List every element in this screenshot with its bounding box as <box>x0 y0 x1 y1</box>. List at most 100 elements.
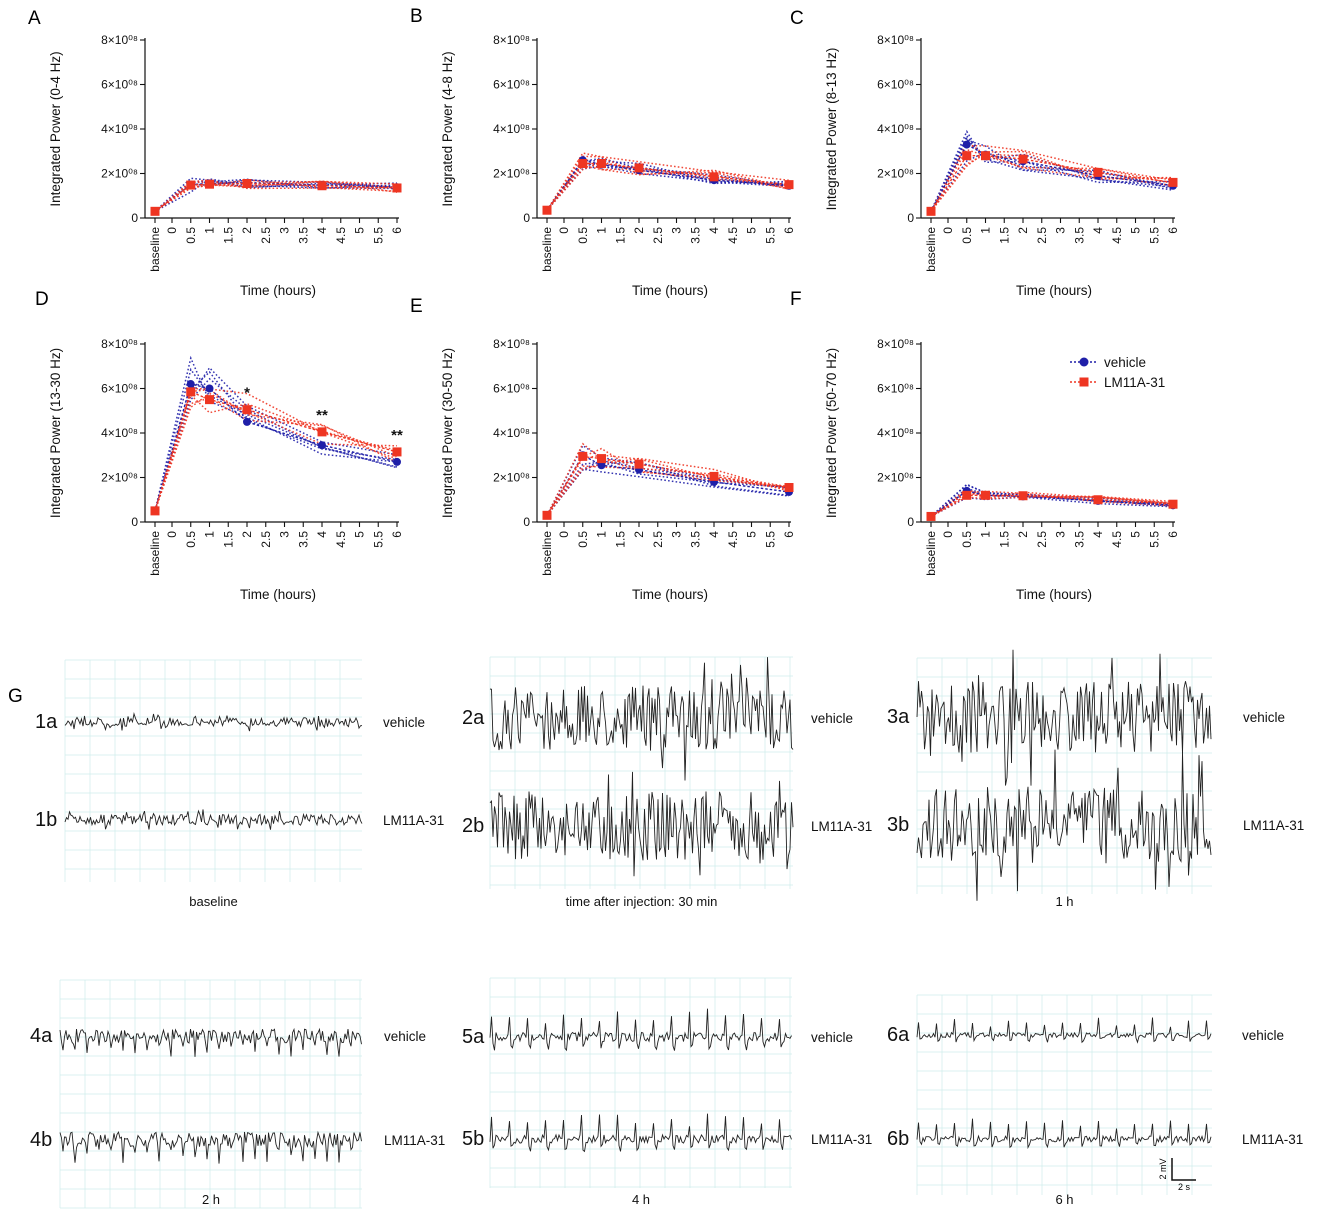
point-lm11a31 <box>578 451 588 461</box>
x-tick-label: 0.5 <box>576 227 590 244</box>
y-axis-title: Integrated Power (30-50 Hz) <box>440 348 455 518</box>
point-lm11a31 <box>242 179 252 189</box>
panel-letter-e: E <box>410 296 423 317</box>
individual-trace <box>930 490 1174 518</box>
x-axis-title: Time (hours) <box>240 587 316 602</box>
series-line-vehicle <box>154 383 398 512</box>
x-tick-label: 0.5 <box>576 531 590 548</box>
x-tick-label: 4.5 <box>1110 531 1124 548</box>
series-line-lm11a31 <box>154 390 398 512</box>
time-caption: time after injection: 30 min <box>566 894 718 909</box>
individual-trace <box>930 129 1174 212</box>
y-tick-label: 4×10⁰⁸ <box>877 122 914 136</box>
individual-trace <box>930 144 1174 212</box>
trace-label-vehicle: vehicle <box>1242 1028 1284 1043</box>
trace-id-a: 1a <box>35 711 58 733</box>
significance-mark: ** <box>316 407 328 424</box>
trace-id-a: 5a <box>462 1026 485 1048</box>
point-lm11a31 <box>242 405 252 415</box>
eeg-panel-3: 3a 3b vehicle LM11A-31 1 h <box>887 649 1304 909</box>
point-lm11a31 <box>784 483 794 493</box>
x-tick-label: 0.5 <box>184 531 198 548</box>
trace-label-lm11a31: LM11A-31 <box>1243 818 1304 833</box>
point-lm11a31 <box>962 490 972 500</box>
x-tick-label: 0.5 <box>960 227 974 244</box>
point-lm11a31 <box>1093 495 1103 505</box>
individual-trace <box>546 459 790 516</box>
x-tick-label: 1.5 <box>221 227 235 244</box>
x-tick-label: 1 <box>203 531 217 538</box>
point-lm11a31 <box>150 506 160 516</box>
y-tick-label: 2×10⁰⁸ <box>493 167 530 181</box>
individual-trace <box>154 355 398 512</box>
point-lm11a31 <box>186 387 196 397</box>
point-lm11a31 <box>542 205 552 215</box>
individual-trace <box>546 461 790 516</box>
scale-bar-lines <box>1171 1158 1196 1181</box>
point-lm11a31 <box>392 183 402 193</box>
x-tick-label: 2.5 <box>259 531 273 548</box>
point-lm11a31 <box>205 395 214 405</box>
point-vehicle <box>205 384 214 393</box>
eeg-trace-1a <box>64 712 363 732</box>
scale-bar-voltage: 2 mV <box>1158 1158 1168 1179</box>
x-tick-label: 4 <box>707 531 721 538</box>
trace-id-b: 6b <box>887 1128 909 1150</box>
significance-mark: * <box>244 385 250 402</box>
x-tick-label: 4 <box>315 227 329 234</box>
eeg-grid <box>489 977 792 1188</box>
x-tick-label: 5 <box>745 531 759 538</box>
point-lm11a31 <box>186 180 196 190</box>
panel-letter-g: G <box>8 686 23 707</box>
individual-trace <box>930 487 1174 517</box>
x-tick-label: 3.5 <box>688 227 702 244</box>
legend-vehicle-label: vehicle <box>1104 355 1146 370</box>
eeg-traces: 1a 1b vehicle LM11A-31 baseline 2a 2b vehicle LM… <box>30 649 1304 1209</box>
x-tick-label: 1.5 <box>997 227 1011 244</box>
eeg-trace-3a <box>916 649 1212 786</box>
y-tick-label: 0 <box>907 211 914 225</box>
point-vehicle <box>186 380 195 389</box>
x-tick-label: 4.5 <box>1110 227 1124 244</box>
individual-trace <box>546 159 790 211</box>
x-tick-label: 5 <box>353 531 367 538</box>
y-tick-label: 2×10⁰⁸ <box>877 167 914 181</box>
individual-trace <box>154 393 398 512</box>
individual-trace <box>930 134 1174 212</box>
x-tick-label: 5 <box>745 227 759 234</box>
point-lm11a31 <box>634 163 644 173</box>
eeg-panel-4: 4a 4b vehicle LM11A-31 2 h <box>30 979 445 1209</box>
x-tick-label: 5.5 <box>763 531 777 548</box>
y-tick-label: 8×10⁰⁸ <box>101 337 138 351</box>
eeg-trace-4a <box>59 1027 362 1057</box>
x-tick-label: 4 <box>1091 531 1105 538</box>
x-axis-title: Time (hours) <box>1016 587 1092 602</box>
point-vehicle <box>243 417 251 426</box>
individual-trace <box>546 465 790 516</box>
legend-lm11a31-marker <box>1079 377 1089 387</box>
x-tick-label: 6 <box>390 227 404 234</box>
y-tick-label: 4×10⁰⁸ <box>101 426 138 440</box>
eeg-trace-5b <box>489 1113 792 1153</box>
individual-trace <box>546 161 790 211</box>
point-lm11a31 <box>981 151 990 161</box>
x-tick-label: 0 <box>557 531 571 538</box>
x-tick-label: 2.5 <box>1035 227 1049 244</box>
x-tick-label: 1 <box>595 227 609 234</box>
point-lm11a31 <box>962 151 972 161</box>
trace-id-a: 2a <box>462 707 485 729</box>
eeg-panel-1: 1a 1b vehicle LM11A-31 baseline <box>35 659 444 909</box>
eeg-trace-3b <box>916 749 1212 901</box>
eeg-trace-2b <box>489 771 794 877</box>
panel-letter-d: D <box>35 289 49 310</box>
x-tick-label: 1.5 <box>221 531 235 548</box>
x-tick-label: 3.5 <box>1072 227 1086 244</box>
trace-id-a: 4a <box>30 1025 53 1047</box>
x-tick-label: 5.5 <box>763 227 777 244</box>
y-axis-title: Integrated Power (8-13 Hz) <box>824 48 839 211</box>
